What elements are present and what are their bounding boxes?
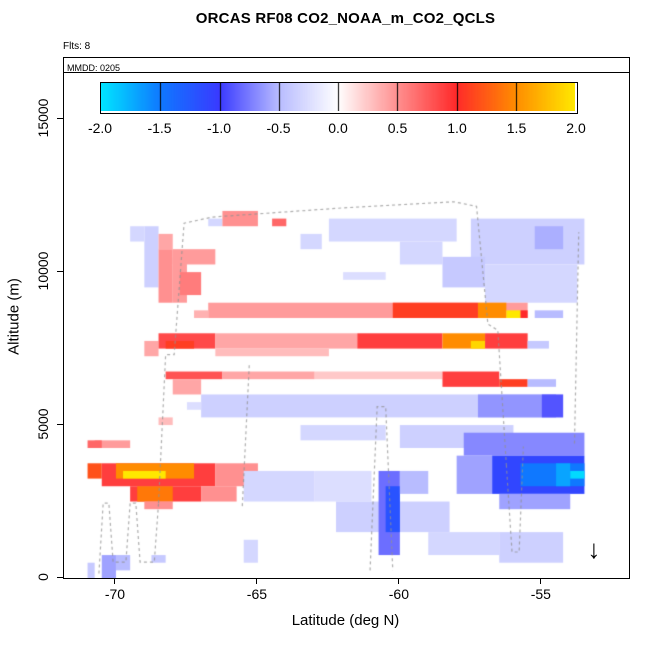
- x-tick-label: -55: [530, 586, 551, 602]
- y-tick-label: 0: [35, 573, 51, 581]
- colorbar-labels: -2.0 -1.5 -1.0 -0.5 0.0 0.5 1.0 1.5 2.0: [88, 120, 586, 138]
- colorbar-tick-label: -0.5: [266, 120, 291, 136]
- heatmap-canvas: [64, 58, 629, 578]
- colorbar-tick-label: 2.0: [566, 120, 586, 136]
- colorbar-gradient: [101, 83, 575, 111]
- y-axis-title: Altitude (m): [5, 278, 23, 355]
- x-axis-tick: [114, 578, 116, 584]
- flights-annotation: Flts: 8: [63, 41, 91, 52]
- colorbar-tick-label: -1.5: [147, 120, 172, 136]
- chart-title: ORCAS RF08 CO2_NOAA_m_CO2_QCLS: [195, 10, 496, 27]
- colorbar-tick-label: 1.5: [506, 120, 527, 136]
- x-tick-label: -60: [388, 586, 409, 602]
- x-axis-tick: [540, 578, 542, 584]
- colorbar-tick-label: -1.0: [206, 120, 232, 136]
- colorbar: [100, 82, 578, 114]
- x-axis-tick: [398, 578, 400, 584]
- y-axis-tick: [57, 576, 63, 578]
- y-tick-label: 10000: [35, 251, 51, 291]
- y-tick-label: 15000: [35, 98, 51, 138]
- x-axis-title: Latitude (deg N): [291, 612, 400, 629]
- legend-label: MMDD: 0205: [67, 63, 121, 73]
- legend-box: MMDD: 0205: [64, 58, 629, 73]
- down-arrow-marker: ↓: [587, 534, 601, 565]
- colorbar-tick-label: 1.0: [447, 120, 467, 136]
- x-tick-label: -65: [246, 586, 268, 602]
- y-axis-tick: [57, 117, 63, 119]
- x-axis-tick: [256, 578, 258, 584]
- y-axis-tick: [57, 423, 63, 425]
- x-tick-label: -70: [104, 586, 126, 602]
- plot-area: MMDD: 0205 ↓: [63, 57, 630, 579]
- colorbar-tick-label: -2.0: [87, 120, 113, 136]
- colorbar-tick-label: 0.5: [387, 120, 408, 136]
- y-tick-label: 5000: [35, 408, 51, 440]
- colorbar-tick-label: 0.0: [328, 120, 348, 136]
- y-axis-tick: [57, 270, 63, 272]
